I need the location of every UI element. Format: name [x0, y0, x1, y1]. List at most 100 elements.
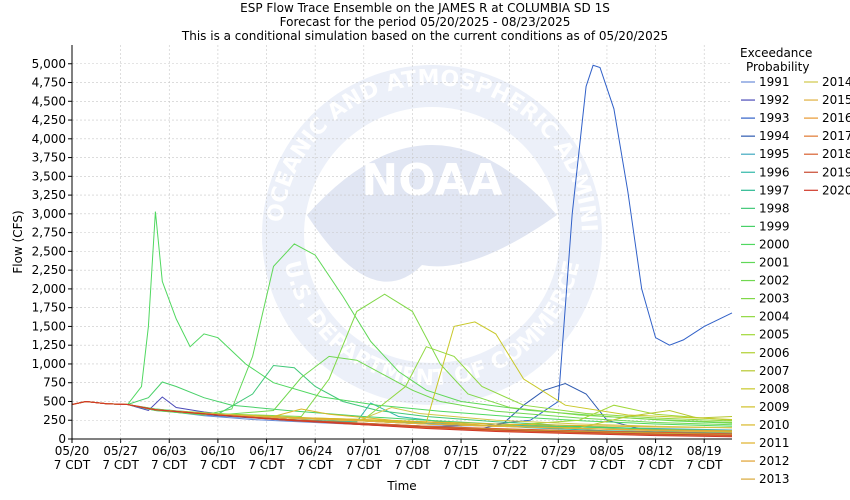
y-tick-label: 1,500 — [32, 319, 66, 333]
title-line-2: Forecast for the period 05/20/2025 - 08/… — [280, 15, 571, 29]
x-tick-label-time: 7 CDT — [491, 458, 528, 472]
legend-label-2009: 2009 — [759, 400, 790, 414]
x-tick-label-date: 07/15 — [444, 444, 479, 458]
legend-label-1998: 1998 — [759, 201, 790, 215]
y-tick-label: 4,000 — [32, 132, 66, 146]
legend-label-2003: 2003 — [759, 292, 790, 306]
x-tick-label-date: 08/19 — [687, 444, 722, 458]
legend-label-1992: 1992 — [759, 93, 790, 107]
series-line-2007 — [71, 400, 733, 429]
legend-label-2007: 2007 — [759, 364, 790, 378]
legend-label-2008: 2008 — [759, 382, 790, 396]
x-tick-label-date: 07/22 — [492, 444, 527, 458]
y-tick-label: 3,250 — [32, 188, 66, 202]
x-tick-label-time: 7 CDT — [102, 458, 139, 472]
y-tick-label: 500 — [43, 394, 66, 408]
x-tick-label-time: 7 CDT — [151, 458, 188, 472]
legend-label-2010: 2010 — [759, 418, 790, 432]
legend-label-2015: 2015 — [822, 93, 850, 107]
y-axis-title: Flow (CFS) — [11, 210, 25, 273]
y-tick-label: 0 — [58, 432, 66, 446]
legend-label-2017: 2017 — [822, 129, 850, 143]
x-tick-label-time: 7 CDT — [297, 458, 334, 472]
watermark-bird — [307, 145, 557, 282]
x-tick-label-date: 06/10 — [201, 444, 236, 458]
series-line-2011 — [71, 400, 733, 429]
series-line-2020 — [71, 400, 733, 438]
y-tick-label: 4,750 — [32, 76, 66, 90]
y-tick-label: 1,750 — [32, 301, 66, 315]
title-line-1: ESP Flow Trace Ensemble on the JAMES R a… — [240, 1, 610, 15]
y-tick-label: 250 — [43, 413, 66, 427]
legend-label-2000: 2000 — [759, 237, 790, 251]
x-tick-label-time: 7 CDT — [54, 458, 91, 472]
legend-label-1996: 1996 — [759, 165, 790, 179]
x-tick-label-date: 06/17 — [249, 444, 284, 458]
y-tick-label: 4,250 — [32, 113, 66, 127]
legend-label-2001: 2001 — [759, 256, 790, 270]
legend-label-2013: 2013 — [759, 472, 790, 486]
x-tick-label-date: 08/12 — [638, 444, 673, 458]
legend-label-2020: 2020 — [822, 183, 850, 197]
legend-title-line-1: Exceedance — [740, 46, 812, 60]
series-line-2000 — [71, 211, 733, 427]
y-tick-label: 2,750 — [32, 226, 66, 240]
y-tick-label: 3,000 — [32, 207, 66, 221]
x-tick-label-time: 7 CDT — [540, 458, 577, 472]
legend-label-1999: 1999 — [759, 219, 790, 233]
x-tick-label-time: 7 CDT — [637, 458, 674, 472]
legend-label-2018: 2018 — [822, 147, 850, 161]
y-tick-label: 2,000 — [32, 282, 66, 296]
legend-label-2014: 2014 — [822, 75, 850, 89]
watermark-noaa: NOAA — [361, 155, 502, 206]
x-tick-label-time: 7 CDT — [200, 458, 237, 472]
y-tick-label: 3,750 — [32, 151, 66, 165]
legend-label-1991: 1991 — [759, 75, 790, 89]
x-tick-label-date: 06/03 — [152, 444, 187, 458]
chart-title: ESP Flow Trace Ensemble on the JAMES R a… — [181, 1, 668, 43]
legend-label-1997: 1997 — [759, 183, 790, 197]
y-tick-label: 1,000 — [32, 357, 66, 371]
x-tick-label-time: 7 CDT — [443, 458, 480, 472]
legend-label-2005: 2005 — [759, 328, 790, 342]
y-tick-label: 1,250 — [32, 338, 66, 352]
legend-label-1994: 1994 — [759, 129, 790, 143]
x-tick-label-time: 7 CDT — [346, 458, 383, 472]
x-tick-label-date: 07/08 — [395, 444, 430, 458]
x-tick-label-date: 08/05 — [590, 444, 625, 458]
legend-label-2011: 2011 — [759, 436, 790, 450]
x-tick-label-date: 06/24 — [298, 444, 333, 458]
axis-titles: Time Flow (CFS) — [11, 210, 417, 493]
axes — [71, 45, 732, 440]
legend-label-2002: 2002 — [759, 274, 790, 288]
y-axis-ticks: 0 250 500 750 1,000 1,250 1,500 1,750 2,000 2,250… — [32, 57, 72, 446]
x-tick-label-time: 7 CDT — [248, 458, 285, 472]
y-tick-label: 4,500 — [32, 94, 66, 108]
x-tick-label-date: 07/29 — [541, 444, 576, 458]
legend-label-2012: 2012 — [759, 454, 790, 468]
y-tick-label: 750 — [43, 376, 66, 390]
x-tick-label-date: 05/27 — [103, 444, 138, 458]
legend-label-1995: 1995 — [759, 147, 790, 161]
x-tick-label-time: 7 CDT — [394, 458, 431, 472]
legend-label-2004: 2004 — [759, 310, 790, 324]
y-tick-label: 5,000 — [32, 57, 66, 71]
x-tick-label-date: 05/20 — [55, 444, 90, 458]
series-lines — [71, 64, 733, 438]
title-line-3: This is a conditional simulation based o… — [181, 29, 668, 43]
x-tick-label-time: 7 CDT — [686, 458, 723, 472]
x-tick-label-date: 07/01 — [346, 444, 381, 458]
y-tick-label: 3,500 — [32, 169, 66, 183]
legend-label-2016: 2016 — [822, 111, 850, 125]
noaa-watermark: NATIONAL OCEANIC AND ATMOSPHERIC ADMINIS… — [262, 65, 602, 405]
series-line-2014 — [71, 400, 733, 429]
legend-label-2019: 2019 — [822, 165, 850, 179]
x-axis-title: Time — [386, 479, 416, 493]
watermark-inner — [304, 107, 560, 363]
legend-label-1993: 1993 — [759, 111, 790, 125]
legend-title-line-2: Probability — [746, 60, 809, 74]
legend-label-2006: 2006 — [759, 346, 790, 360]
